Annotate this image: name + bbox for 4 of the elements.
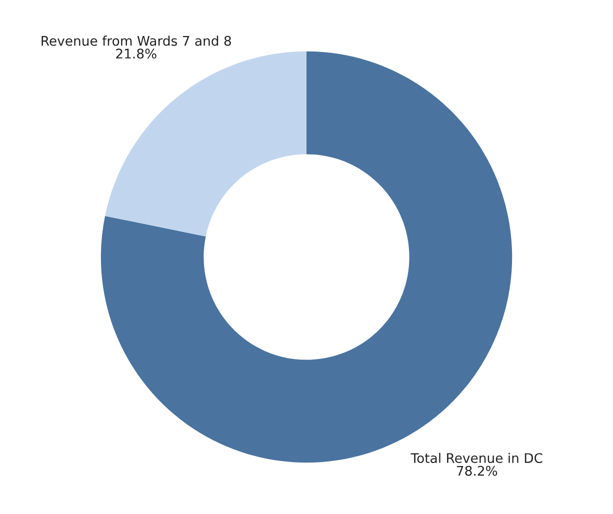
slice-label: Total Revenue in DC (410, 452, 542, 464)
slice-label: Revenue from Wards 7 and 8 (42, 36, 231, 46)
data-label: 21.8% (116, 48, 156, 59)
data-label: 78.2% (457, 466, 498, 476)
